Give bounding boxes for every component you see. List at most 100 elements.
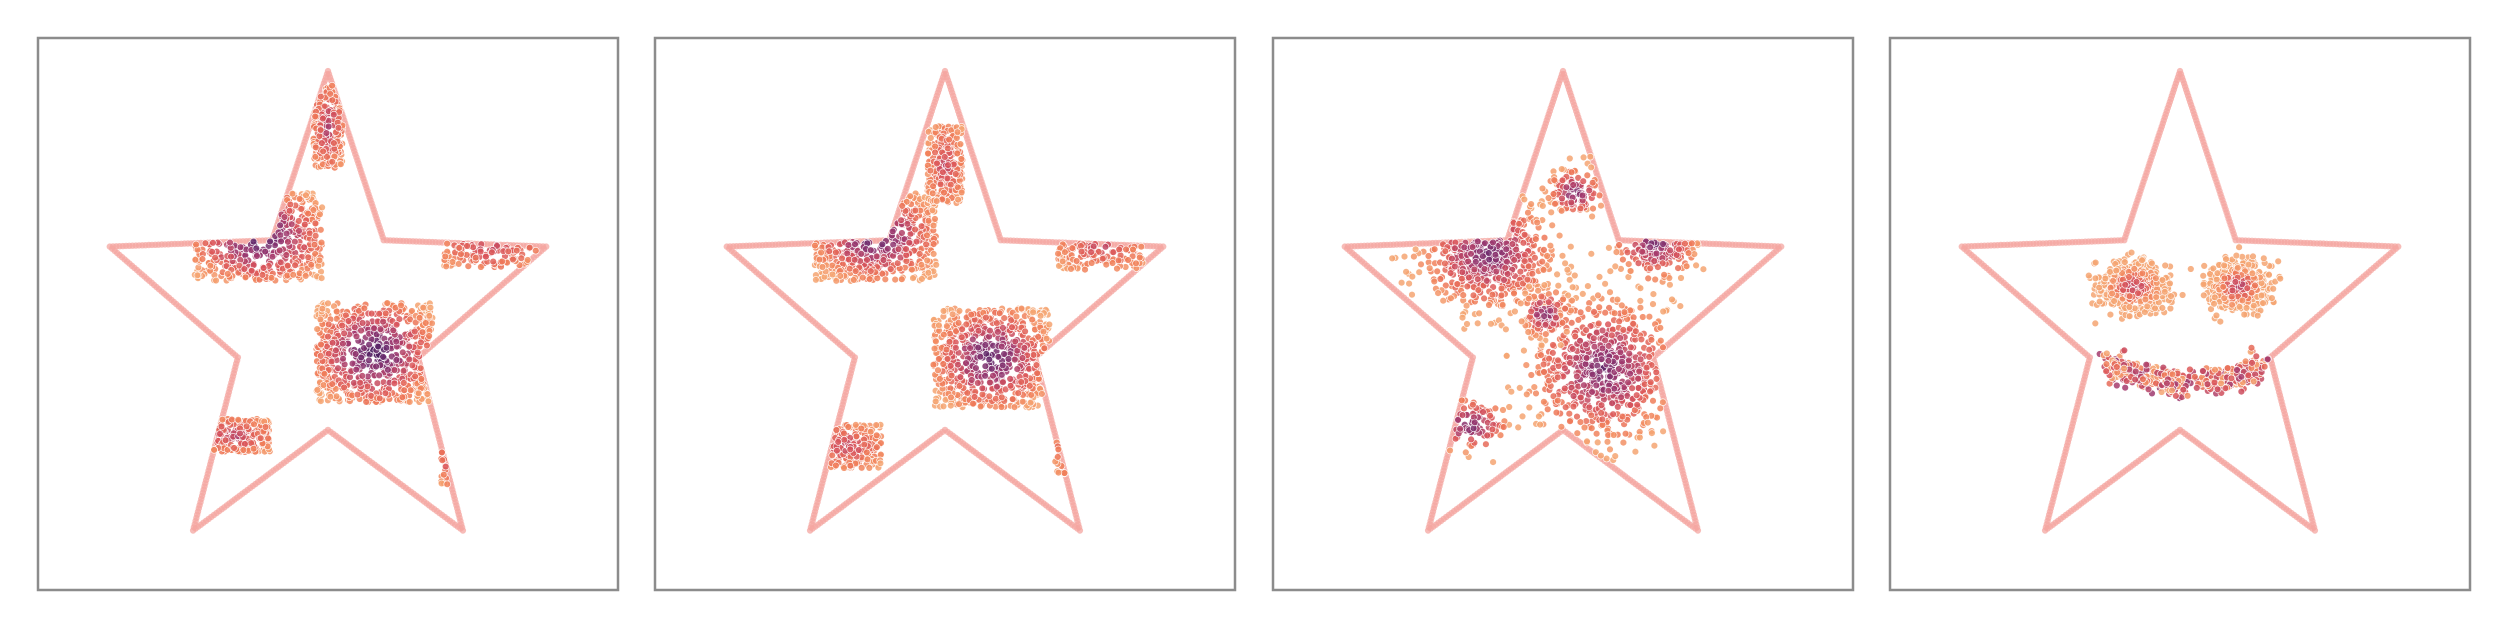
data-point: [284, 262, 292, 270]
data-point: [902, 251, 910, 259]
data-point: [373, 379, 382, 387]
scatter-points: [191, 81, 540, 488]
data-point: [357, 353, 365, 362]
data-point: [317, 340, 325, 349]
data-point: [898, 229, 906, 237]
data-point: [398, 393, 407, 401]
data-point: [997, 403, 1006, 411]
data-point: [428, 319, 436, 327]
data-point: [872, 431, 881, 440]
data-point: [358, 372, 366, 380]
data-point: [867, 246, 875, 254]
data-point: [390, 379, 399, 387]
data-point: [328, 81, 336, 90]
data-point: [876, 459, 885, 467]
data-point: [312, 143, 320, 152]
data-point: [929, 250, 938, 258]
data-point: [902, 245, 910, 253]
data-point: [905, 239, 913, 247]
data-point: [931, 148, 939, 157]
data-point: [379, 318, 387, 326]
data-point: [217, 422, 226, 431]
data-point: [504, 247, 512, 256]
data-point: [236, 243, 245, 251]
data-point: [318, 203, 326, 212]
data-point: [443, 239, 451, 248]
data-point: [939, 360, 947, 368]
data-point: [878, 240, 886, 249]
data-point: [1012, 312, 1021, 321]
data-point: [1068, 244, 1077, 252]
data-point: [1087, 248, 1095, 256]
data-point: [201, 239, 210, 247]
data-point: [425, 332, 433, 340]
data-point: [850, 256, 859, 264]
data-point: [859, 273, 867, 282]
data-point: [523, 256, 532, 264]
data-point: [317, 92, 325, 101]
data-point: [811, 241, 819, 250]
data-point: [832, 426, 841, 434]
data-point: [981, 372, 989, 380]
data-point: [405, 355, 413, 364]
data-point: [509, 255, 517, 264]
data-point: [818, 263, 827, 271]
data-point: [210, 446, 218, 454]
data-point: [1415, 268, 1423, 276]
data-point: [311, 232, 320, 240]
data-point: [330, 110, 338, 119]
data-point: [976, 353, 984, 361]
data-point: [353, 390, 362, 399]
data-point: [360, 304, 368, 312]
data-point: [318, 305, 327, 313]
data-point: [1054, 250, 1062, 258]
data-point: [923, 256, 931, 265]
data-point: [455, 260, 463, 268]
data-point: [208, 248, 216, 256]
data-point: [192, 240, 200, 249]
data-point: [423, 390, 432, 398]
data-point: [316, 315, 325, 324]
data-point: [266, 237, 274, 246]
data-point: [440, 471, 448, 479]
data-point: [936, 180, 945, 189]
data-point: [838, 254, 846, 262]
data-point: [365, 356, 373, 365]
data-point: [966, 344, 974, 352]
data-point: [317, 397, 325, 405]
data-point: [863, 455, 872, 464]
data-point: [443, 480, 451, 488]
data-point: [1129, 245, 1137, 254]
data-point: [844, 423, 852, 431]
data-point: [903, 220, 912, 228]
data-point: [865, 275, 874, 283]
panel-3: [1271, 36, 1855, 592]
data-point: [1008, 395, 1017, 403]
data-point: [322, 129, 331, 137]
data-point: [311, 219, 320, 228]
data-point: [1408, 291, 1416, 299]
data-point: [319, 147, 327, 156]
data-point: [1113, 264, 1121, 273]
data-point: [976, 402, 985, 410]
data-point: [956, 373, 964, 381]
data-point: [261, 247, 269, 256]
data-point: [1124, 256, 1132, 264]
data-point: [866, 428, 875, 436]
data-point: [426, 303, 435, 312]
data-point: [249, 445, 258, 453]
data-point: [992, 395, 1000, 403]
data-point: [956, 140, 965, 148]
data-point: [840, 429, 848, 437]
data-point: [442, 262, 450, 270]
data-point: [939, 168, 947, 176]
data-point: [929, 240, 938, 248]
data-point: [276, 221, 284, 230]
data-point: [258, 271, 267, 279]
data-point: [947, 393, 955, 402]
data-point: [955, 382, 964, 390]
data-point: [311, 153, 320, 161]
data-point: [277, 237, 285, 246]
data-point: [918, 275, 926, 283]
data-point: [955, 400, 963, 408]
